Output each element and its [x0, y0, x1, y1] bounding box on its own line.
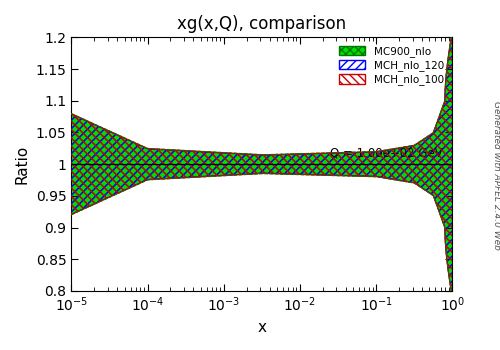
Title: xg(x,Q), comparison: xg(x,Q), comparison [178, 15, 346, 33]
X-axis label: x: x [258, 320, 266, 335]
Text: Q = 1.00e+02 GeV: Q = 1.00e+02 GeV [330, 146, 443, 159]
Text: Generated with APFEL 2.4.0 Web: Generated with APFEL 2.4.0 Web [492, 100, 500, 250]
Legend: MC900_nlo, MCH_nlo_120, MCH_nlo_100: MC900_nlo, MCH_nlo_120, MCH_nlo_100 [336, 43, 447, 89]
Y-axis label: Ratio: Ratio [15, 145, 30, 184]
